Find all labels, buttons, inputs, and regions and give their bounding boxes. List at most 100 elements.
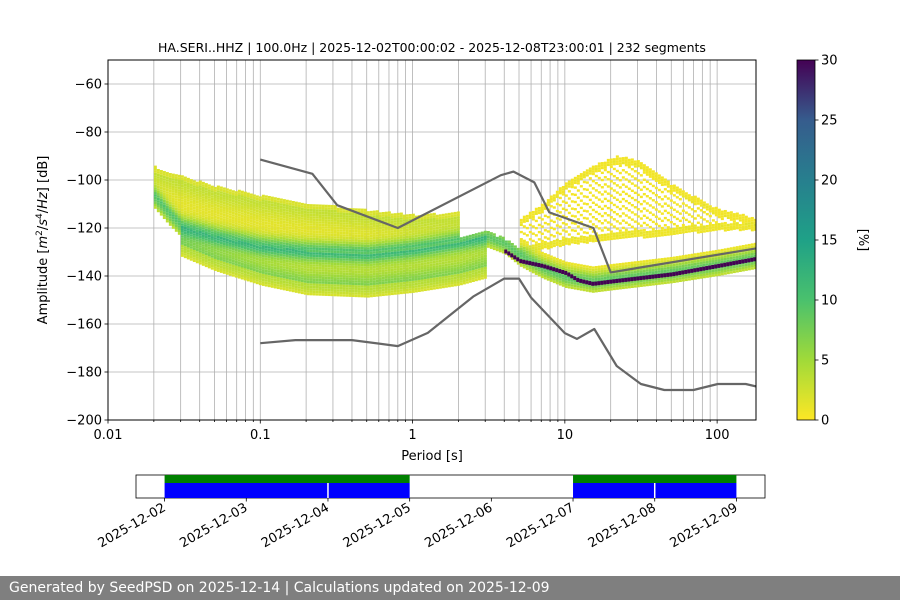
density-cell [231, 195, 235, 198]
density-cell [369, 261, 373, 264]
density-cell [639, 234, 643, 237]
density-cell [399, 260, 403, 263]
density-cell [573, 186, 577, 189]
density-cell [261, 257, 265, 260]
density-cell [549, 262, 553, 266]
density-cell [288, 205, 292, 208]
density-cell [651, 278, 655, 281]
density-cell [171, 216, 175, 220]
density-cell [450, 238, 454, 242]
density-cell [198, 221, 202, 224]
density-cell [255, 241, 259, 244]
density-cell [525, 250, 529, 254]
density-cell [414, 275, 418, 279]
density-cell [249, 251, 253, 254]
density-cell [354, 258, 358, 262]
density-cell [168, 201, 172, 205]
density-cell [222, 271, 226, 274]
density-cell [372, 268, 376, 271]
density-cell [546, 275, 550, 279]
density-cell [627, 180, 631, 183]
density-cell [633, 273, 637, 276]
density-cell [534, 246, 538, 249]
density-cell [372, 234, 376, 237]
density-cell [591, 278, 595, 281]
density-cell [405, 271, 409, 275]
density-cell [276, 267, 280, 270]
density-cell [306, 254, 310, 257]
density-cell [195, 212, 199, 216]
density-cell [168, 173, 172, 176]
density-cell [399, 229, 403, 232]
density-cell [225, 248, 229, 251]
density-cell [444, 246, 448, 250]
density-cell [216, 226, 220, 229]
density-cell [573, 176, 577, 180]
density-cell [333, 233, 337, 237]
density-cell [597, 227, 601, 230]
density-cell [468, 270, 472, 274]
density-cell [330, 207, 334, 210]
density-cell [333, 265, 337, 268]
density-cell [393, 277, 397, 281]
density-cell [222, 213, 226, 217]
density-cell [327, 264, 331, 268]
density-cell [267, 251, 271, 254]
density-cell [354, 237, 358, 240]
density-cell [360, 273, 364, 276]
density-cell [564, 285, 568, 288]
density-cell [213, 254, 217, 257]
density-cell [333, 281, 337, 285]
density-cell [264, 238, 268, 241]
density-cell [210, 221, 214, 225]
density-cell [354, 280, 358, 283]
density-cell [306, 204, 310, 207]
density-cell [363, 263, 367, 267]
density-cell [384, 271, 388, 275]
density-cell [375, 270, 379, 273]
density-cell [591, 187, 595, 190]
density-cell [222, 194, 226, 198]
density-cell [402, 248, 406, 251]
density-cell [318, 278, 322, 282]
density-cell [159, 172, 163, 175]
density-cell [588, 205, 592, 209]
density-cell [180, 225, 184, 229]
density-cell [666, 204, 670, 207]
density-cell [204, 255, 208, 258]
density-cell [273, 281, 277, 284]
density-cell [246, 197, 250, 200]
density-cell [429, 273, 433, 276]
density-cell [333, 267, 337, 270]
density-cell [447, 277, 451, 281]
density-cell [441, 261, 445, 265]
density-cell [234, 193, 238, 197]
density-cell [474, 273, 478, 277]
density-cell [216, 264, 220, 268]
density-cell [261, 213, 265, 217]
density-cell [405, 228, 409, 232]
density-cell [339, 272, 343, 275]
density-cell [411, 261, 415, 265]
density-cell [273, 245, 277, 248]
density-cell [408, 245, 412, 248]
density-cell [318, 211, 322, 215]
density-cell [366, 249, 370, 252]
density-cell [372, 232, 376, 235]
density-cell [276, 219, 280, 222]
density-cell [156, 185, 160, 189]
density-cell [171, 221, 175, 225]
density-cell [267, 207, 271, 211]
density-cell [231, 250, 235, 253]
density-cell [189, 183, 193, 187]
density-cell [390, 232, 394, 236]
density-cell [384, 276, 388, 279]
density-cell [384, 221, 388, 224]
density-cell [312, 293, 316, 296]
density-cell [330, 255, 334, 258]
density-cell [183, 178, 187, 182]
density-cell [591, 172, 595, 176]
density-cell [621, 233, 625, 237]
density-cell [159, 213, 163, 216]
density-cell [633, 213, 637, 216]
